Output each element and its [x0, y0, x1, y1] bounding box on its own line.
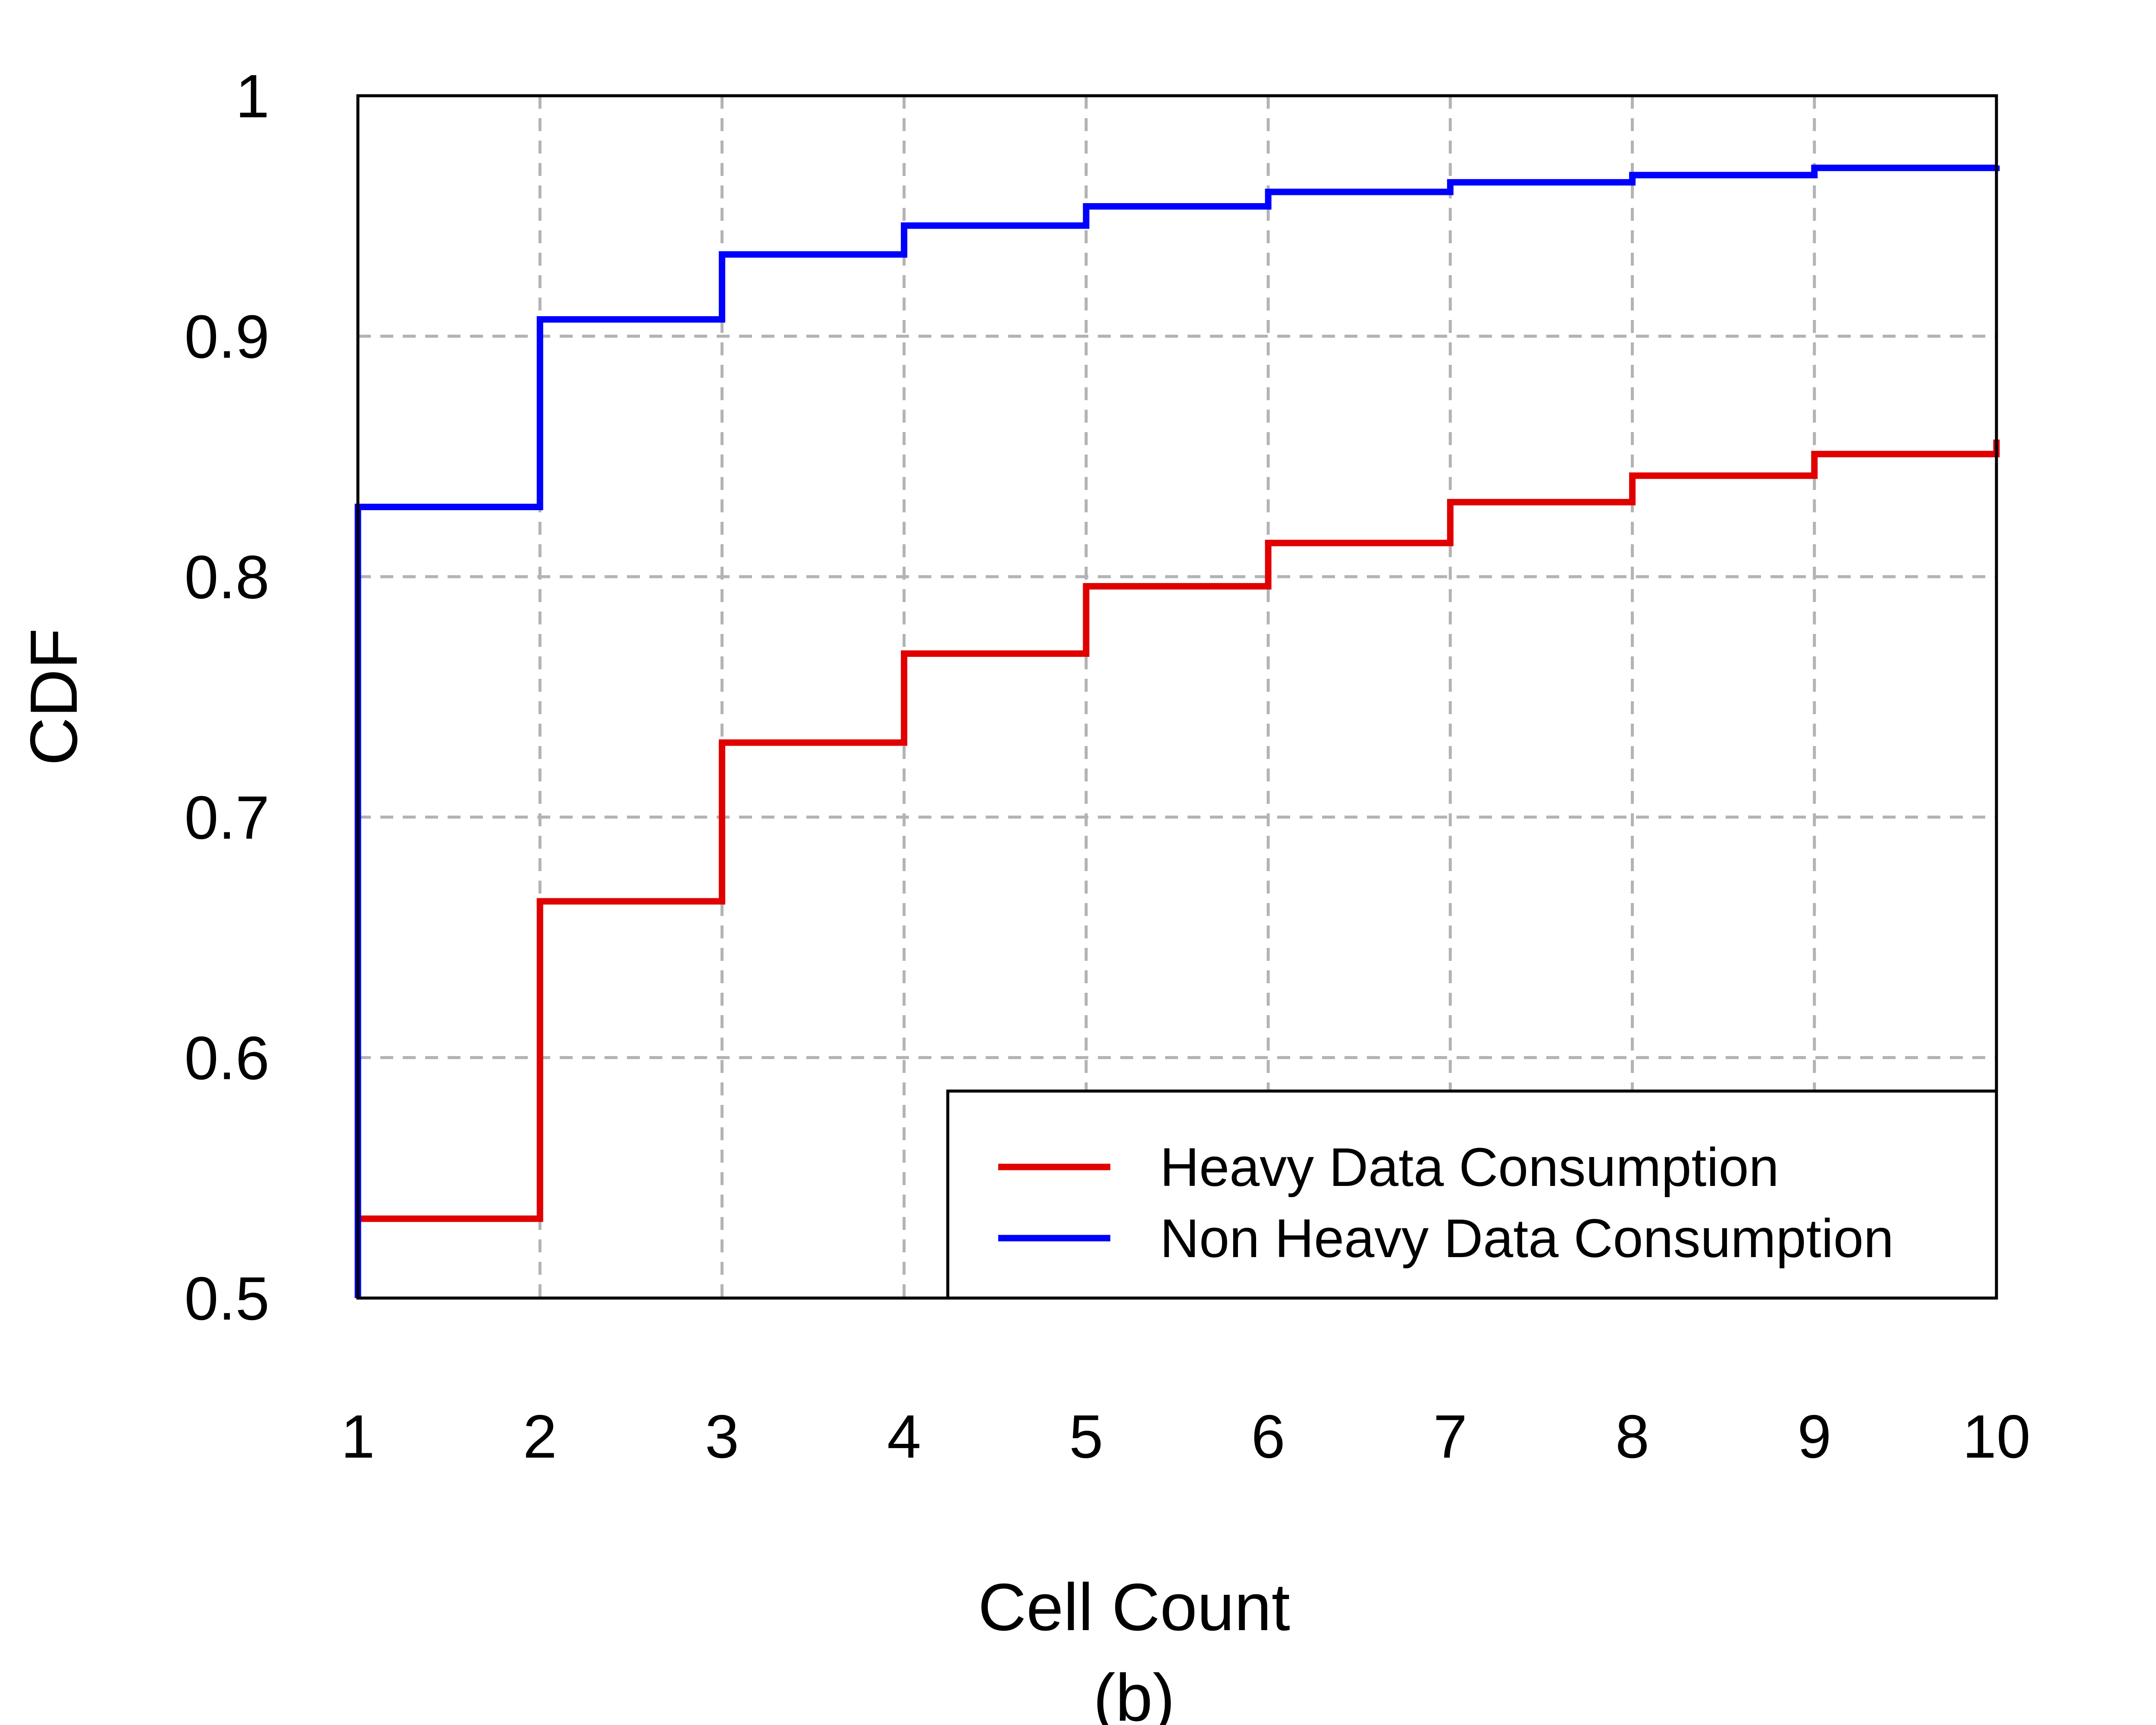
legend-label: Non Heavy Data Consumption [1160, 1208, 1894, 1269]
legend: Heavy Data Consumption Non Heavy Data Con… [946, 1089, 1998, 1300]
y-tick-label: 1 [235, 62, 270, 131]
legend-label: Heavy Data Consumption [1160, 1137, 1779, 1198]
y-tick-labels: 0.5 0.6 0.7 0.8 0.9 1 [185, 62, 270, 1333]
x-tick-label: 5 [1069, 1402, 1103, 1471]
x-tick-label: 6 [1251, 1402, 1285, 1471]
series-line-0 [354, 439, 2000, 1298]
figure-caption: (b) [1093, 1660, 1175, 1725]
series-line-1 [354, 164, 2000, 1298]
x-tick-label: 2 [523, 1402, 557, 1471]
x-tick-labels: 1 2 3 4 5 6 7 8 9 10 [341, 1402, 2031, 1471]
x-axis-label: Cell Count [978, 1570, 1290, 1644]
y-tick-label: 0.8 [185, 543, 270, 612]
x-tick-label: 3 [705, 1402, 739, 1471]
y-tick-label: 0.6 [185, 1024, 270, 1092]
y-tick-label: 0.5 [185, 1264, 270, 1333]
x-tick-label: 8 [1615, 1402, 1649, 1471]
y-tick-label: 0.9 [185, 303, 270, 371]
y-tick-label: 0.7 [185, 784, 270, 852]
x-tick-label: 4 [887, 1402, 921, 1471]
grid-lines [358, 96, 1996, 1298]
y-axis-label: CDF [16, 628, 91, 766]
x-tick-label: 10 [1962, 1402, 2031, 1471]
legend-box [946, 1089, 1998, 1300]
x-tick-label: 9 [1797, 1402, 1831, 1471]
x-tick-label: 7 [1433, 1402, 1467, 1471]
series-group [354, 164, 2000, 1298]
x-tick-label: 1 [341, 1402, 375, 1471]
